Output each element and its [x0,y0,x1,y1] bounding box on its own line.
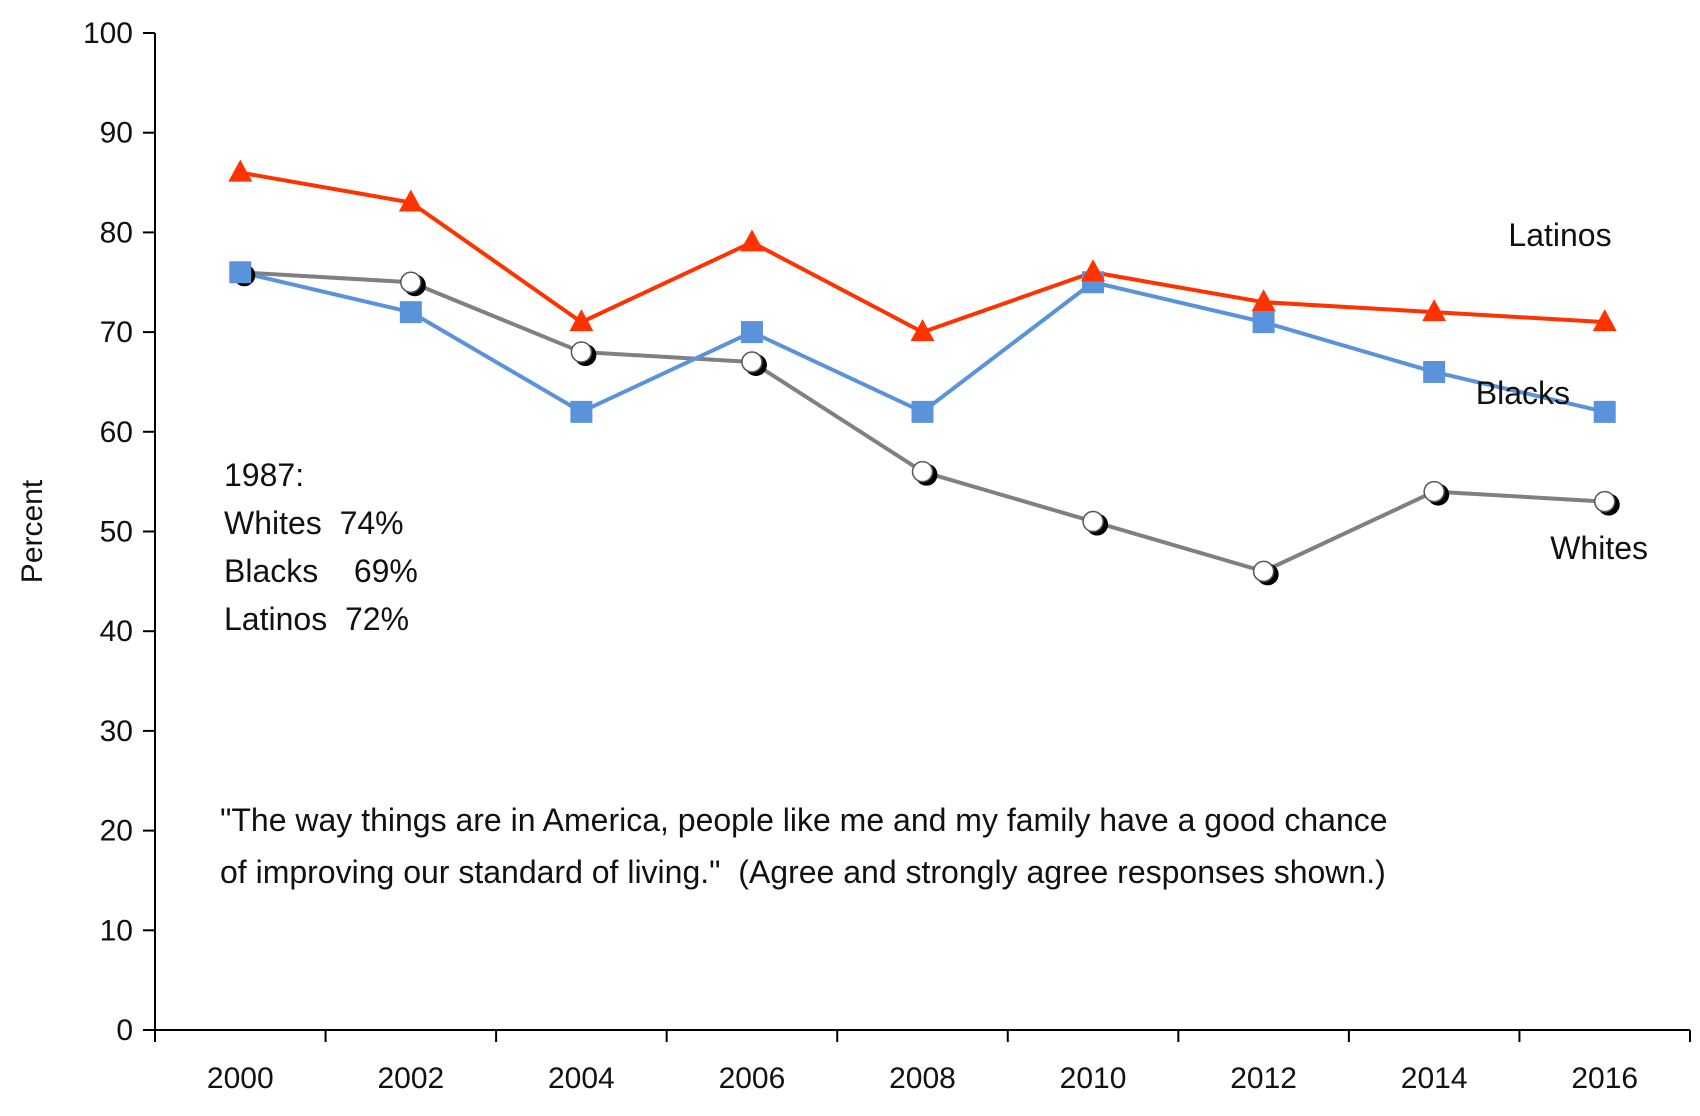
y-tick-label: 100 [83,17,133,50]
latinos-point [569,309,594,332]
y-tick-label: 30 [100,715,133,748]
whites-point [1593,490,1616,513]
whites-point [1082,510,1104,533]
x-tick-label: 2002 [377,1062,444,1095]
whites-point [911,460,934,483]
question-annotation-line: of improving our standard of living." (A… [220,854,1386,890]
y-tick-label: 0 [116,1014,133,1047]
latinos-point [1592,309,1617,332]
x-tick-label: 2004 [548,1062,615,1095]
latinos-point [1251,289,1276,312]
y-axis-title: Percent [16,479,49,583]
blacks-point [911,400,934,423]
blacks-point [1252,311,1275,334]
baseline-annotation-line: 1987: [224,457,304,493]
whites-point [570,341,593,363]
y-tick-label: 10 [100,914,133,947]
x-tick-label: 2010 [1060,1062,1127,1095]
x-tick-label: 2000 [207,1062,274,1095]
y-tick-label: 20 [100,815,133,848]
y-tick-label: 50 [100,516,133,549]
whites-point [741,351,763,373]
whites-point [400,271,422,293]
y-tick-label: 60 [100,416,133,449]
series-lines [239,170,1606,574]
latinos-point [910,319,935,342]
y-tick-label: 40 [100,615,133,648]
whites-point [1423,480,1445,503]
baseline-annotation-line: Latinos 72% [224,601,409,637]
y-tick-label: 80 [100,216,133,249]
question-annotation-line: "The way things are in America, people l… [220,802,1388,838]
baseline-annotation-line: Blacks 69% [224,553,418,589]
latinos-point [1081,259,1106,282]
series-markers [228,159,1620,586]
latinos-line [239,170,1605,335]
blacks-point [1593,400,1616,423]
latinos-point [1422,299,1447,322]
y-tick-label: 90 [100,117,133,150]
x-tick-label: 2014 [1401,1062,1468,1095]
x-tick-label: 2008 [889,1062,956,1095]
latinos-point [398,189,423,212]
latinos-series-label: Latinos [1508,217,1611,253]
blacks-point [570,400,593,423]
blacks-series-label: Blacks [1476,375,1570,411]
blacks-point [740,321,763,344]
blacks-line [239,270,1606,414]
blacks-point [399,301,422,324]
blacks-point [1423,360,1446,383]
latinos-point [228,159,253,182]
x-tick-label: 2006 [719,1062,786,1095]
whites-series-label: Whites [1550,530,1648,566]
baseline-annotation-line: Whites 74% [224,505,404,541]
y-tick-label: 70 [100,316,133,349]
latinos-point [739,229,764,252]
x-tick-label: 2016 [1571,1062,1638,1095]
blacks-point [229,261,252,284]
text-labels: Latinos Blacks Whites 1987: Whites 74% Blacks… [220,217,1648,890]
whites-point [1252,560,1275,583]
x-tick-label: 2012 [1230,1062,1297,1095]
axes: 0 10 20 30 40 50 60 70 80 90 100 2000 2002 2004 2006 20… [16,17,1691,1095]
